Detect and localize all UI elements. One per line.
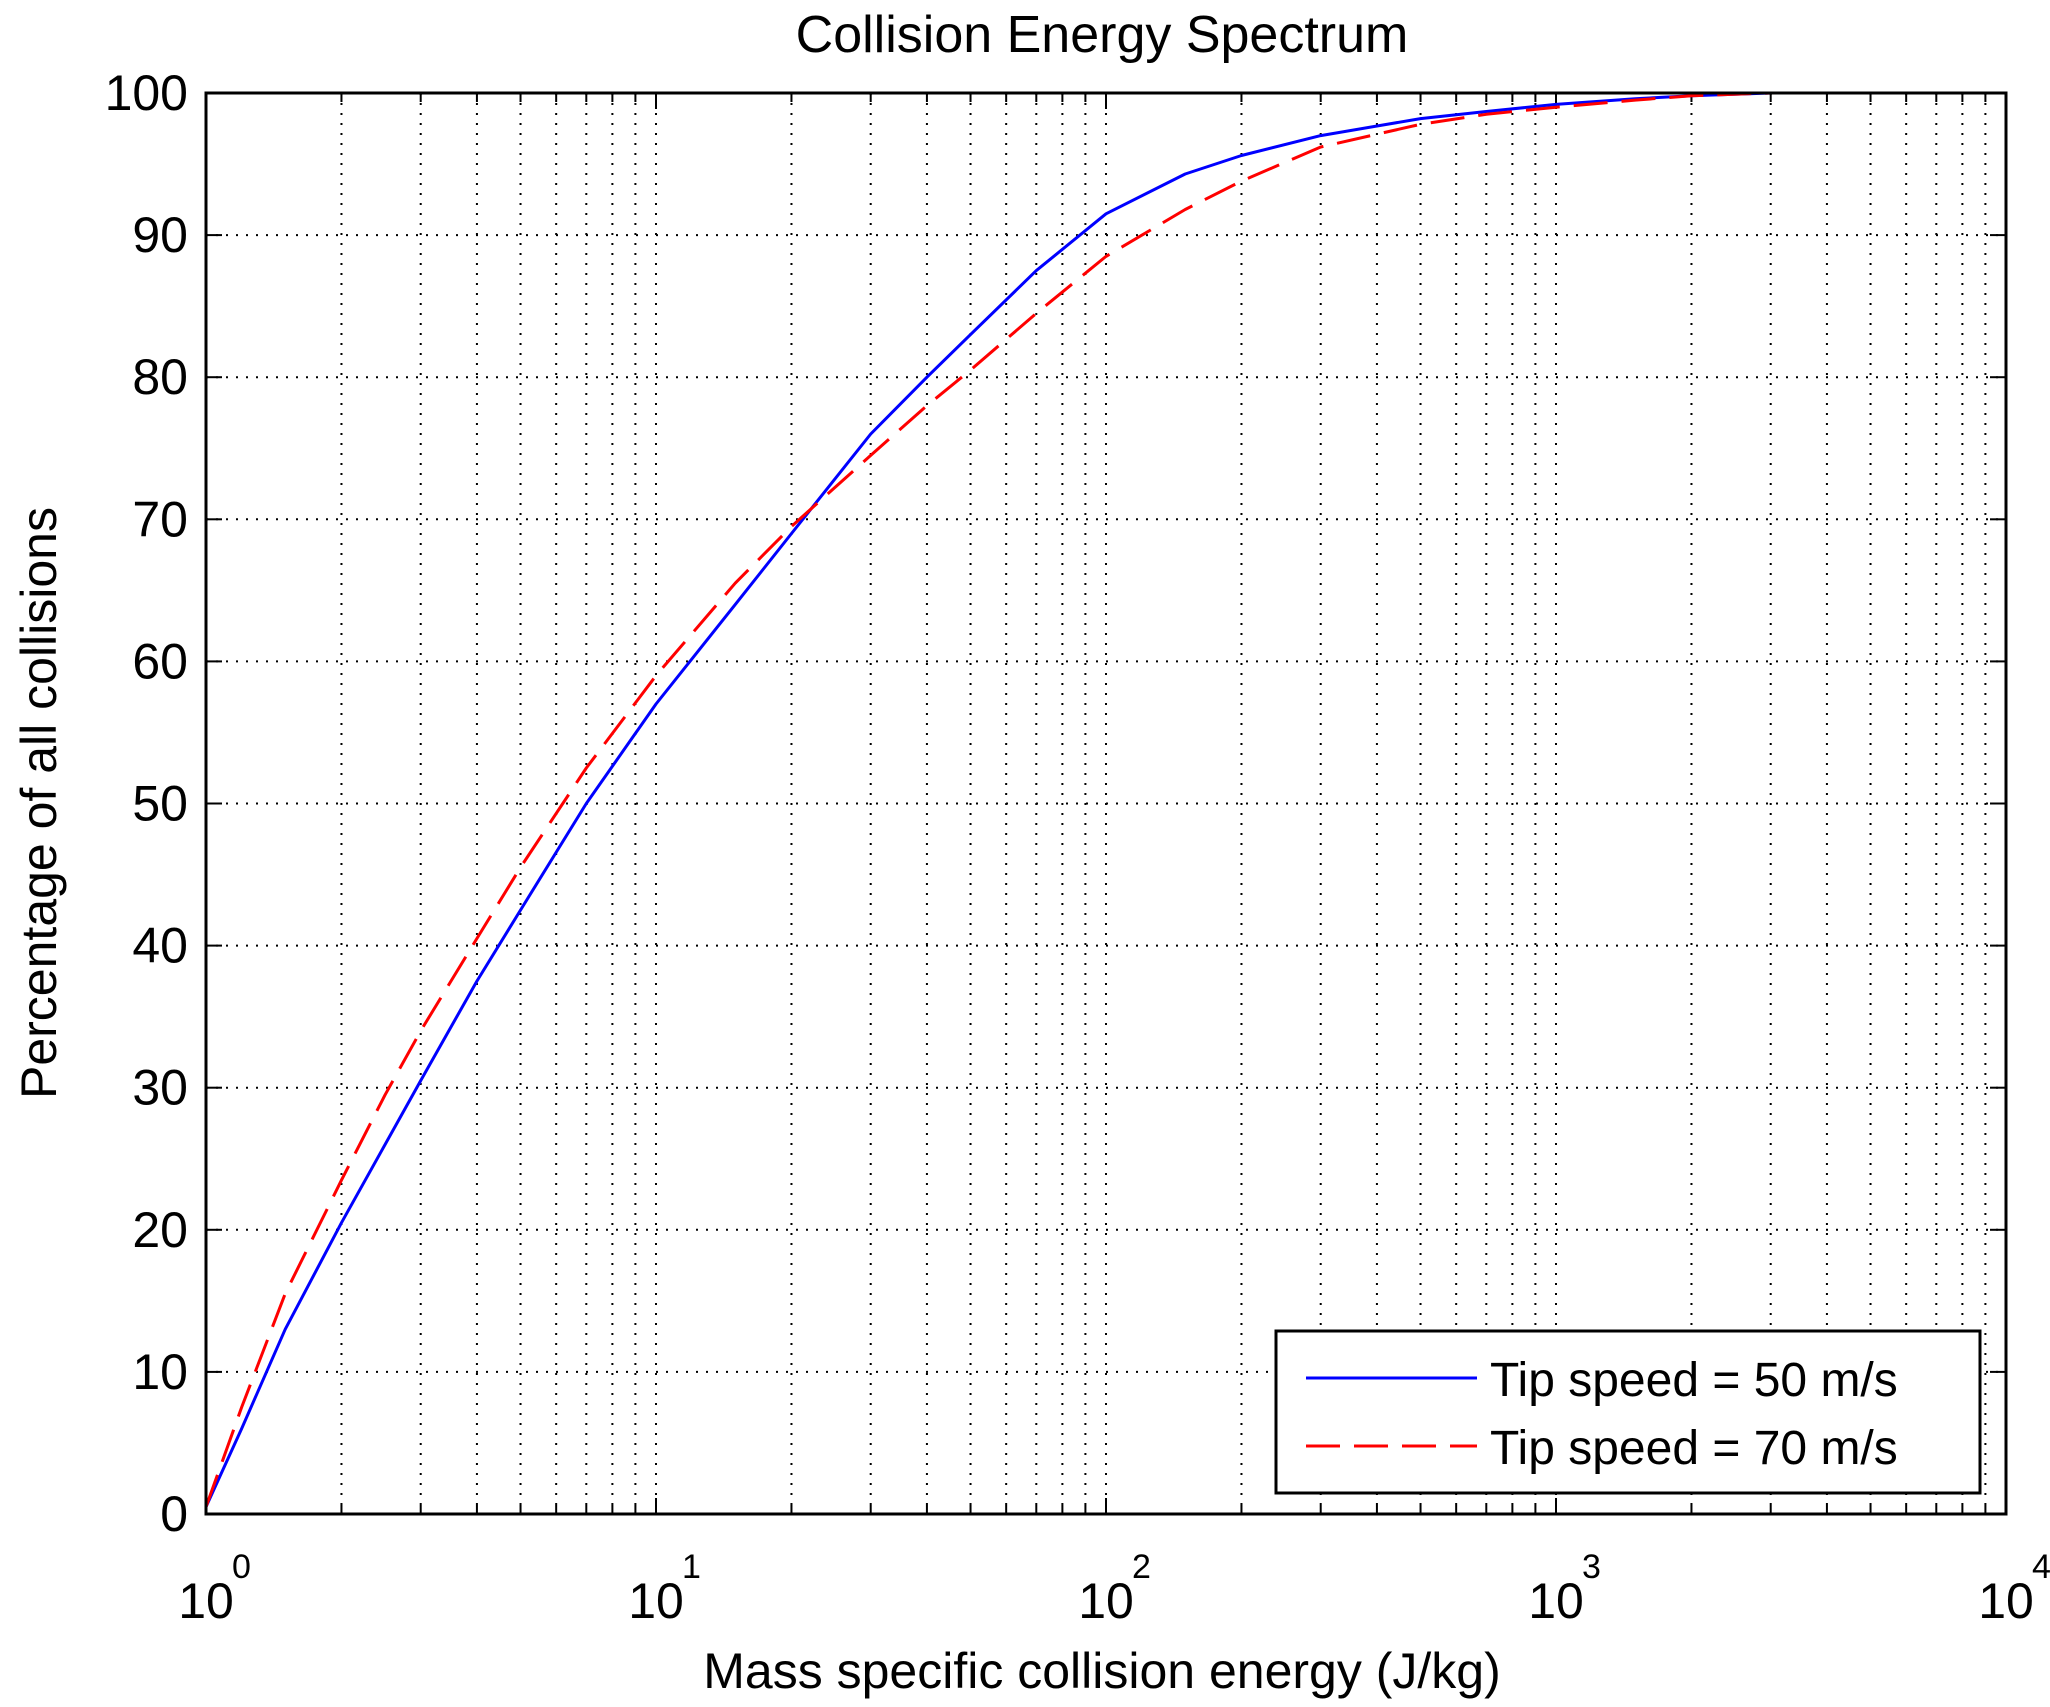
legend: Tip speed = 50 m/s Tip speed = 70 m/s	[1274, 1329, 1982, 1495]
y-tick-label: 40	[132, 918, 188, 974]
x-tick-exponent: 0	[232, 1548, 251, 1586]
chart-title: Collision Energy Spectrum	[796, 6, 1409, 64]
x-tick-label: 10	[628, 1573, 684, 1629]
x-tick-label: 10	[1078, 1573, 1134, 1629]
series-lines	[204, 91, 1771, 1508]
legend-label-70ms: Tip speed = 70 m/s	[1490, 1422, 1898, 1475]
y-tick-label: 100	[105, 65, 188, 121]
y-tick-label: 20	[132, 1202, 188, 1258]
y-tick-label: 10	[132, 1344, 188, 1400]
y-tick-label: 70	[132, 491, 188, 547]
legend-box	[1274, 1329, 1982, 1495]
x-tick-label: 10	[1978, 1573, 2034, 1629]
legend-label-50ms: Tip speed = 50 m/s	[1490, 1354, 1898, 1407]
y-tick-label: 90	[132, 207, 188, 263]
grid	[206, 93, 2006, 1514]
y-tick-label: 80	[132, 349, 188, 405]
y-tick-label: 0	[160, 1486, 188, 1542]
y-tick-label: 60	[132, 633, 188, 689]
y-tick-label: 30	[132, 1060, 188, 1116]
x-tick-label: 10	[1528, 1573, 1584, 1629]
series-line-1	[204, 91, 1771, 1508]
x-tick-exponent: 3	[1582, 1548, 1601, 1586]
y-axis-ticks: 0 10 20 30 40 50 60 70 80 90 100	[105, 65, 2006, 1542]
x-axis-label: Mass specific collision energy (J/kg)	[703, 1643, 1501, 1699]
y-tick-label: 50	[132, 776, 188, 832]
x-tick-label: 10	[178, 1573, 234, 1629]
x-tick-exponent: 4	[2032, 1548, 2050, 1586]
x-tick-exponent: 2	[1132, 1548, 1151, 1586]
series-line-0	[204, 91, 1771, 1508]
y-axis-label: Percentage of all collisions	[11, 507, 67, 1099]
x-tick-exponent: 1	[682, 1548, 701, 1586]
